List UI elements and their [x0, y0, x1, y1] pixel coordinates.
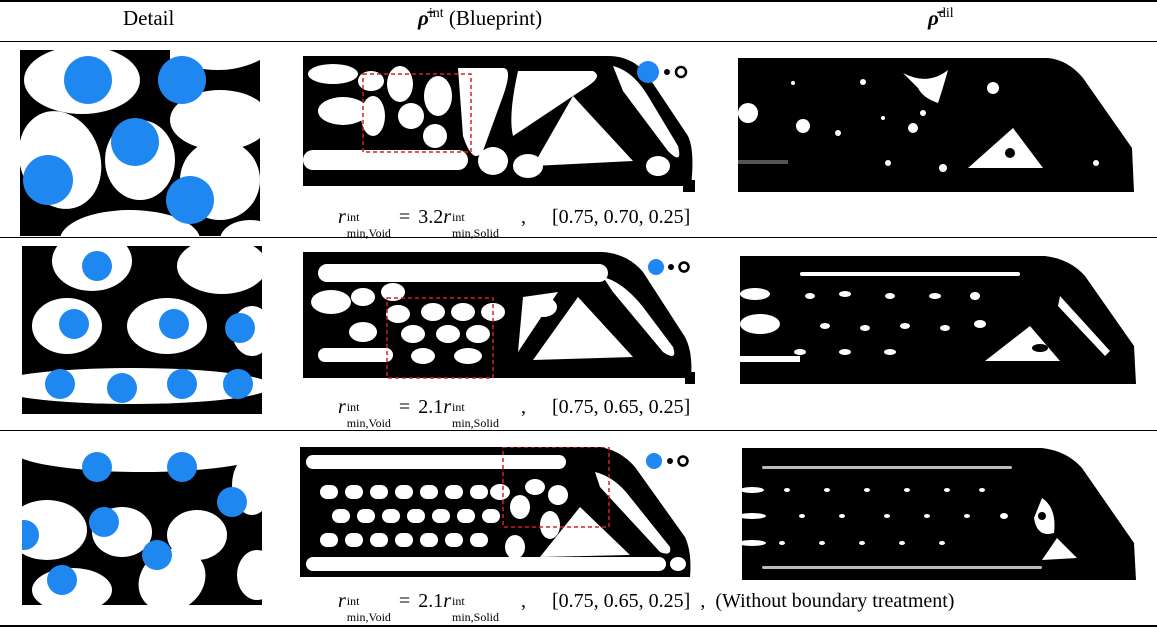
header-detail: Detail	[123, 6, 175, 30]
row-divider-2	[0, 430, 1157, 431]
rho-bar-symbol: ρ̄	[928, 6, 939, 30]
r-solid-scripts: int min,Solid	[452, 594, 500, 624]
ratio-factor: 3.2	[418, 206, 444, 228]
r-symbol: r	[338, 590, 346, 612]
dilated-panel-row3	[742, 448, 1136, 580]
blueprint-panel-row1	[303, 56, 695, 192]
caption-row2: r int min,Void = 2.1 r int min,Solid , [0.75,…	[338, 396, 691, 430]
header-rule	[0, 41, 1157, 42]
row-divider-1	[0, 237, 1157, 238]
equals-sign: =	[398, 396, 411, 418]
r-solid-scripts: int min,Solid	[452, 400, 500, 430]
header-blueprint-sup: int	[428, 6, 444, 21]
detail-panel-row1	[20, 50, 260, 236]
header-blueprint: ρ̄int (Blueprint)	[418, 6, 542, 31]
ratio-factor: 2.1	[418, 590, 444, 612]
boundary-note: (Without boundary treatment)	[715, 590, 955, 612]
separator-comma-2: ,	[700, 590, 706, 612]
equals-sign: =	[398, 590, 411, 612]
r-symbol: r	[443, 396, 451, 418]
dilated-panel-row2	[740, 256, 1136, 384]
ratio-factor: 2.1	[418, 396, 444, 418]
r-void-scripts: int min,Void	[346, 210, 391, 240]
header-blueprint-label: (Blueprint)	[448, 6, 543, 30]
r-void-scripts: int min,Void	[346, 400, 391, 430]
r-symbol: r	[338, 396, 346, 418]
parameter-triplet: [0.75, 0.70, 0.25]	[552, 206, 691, 228]
caption-row3: r int min,Void = 2.1 r int min,Solid , [0.75,…	[338, 590, 955, 624]
separator-comma: ,	[521, 396, 527, 418]
equals-sign: =	[398, 206, 411, 228]
blueprint-panel-row3	[300, 447, 691, 577]
detail-panel-row3	[22, 440, 262, 605]
detail-panel-row2	[22, 246, 262, 414]
separator-comma: ,	[521, 590, 527, 612]
r-solid-scripts: int min,Solid	[452, 210, 500, 240]
parameter-triplet: [0.75, 0.65, 0.25]	[552, 590, 691, 612]
r-symbol: r	[443, 590, 451, 612]
top-rule	[0, 0, 1157, 2]
header-dilated: ρ̄dil	[928, 6, 954, 31]
r-void-scripts: int min,Void	[346, 594, 391, 624]
r-symbol: r	[338, 206, 346, 228]
bottom-rule	[0, 625, 1157, 627]
parameter-triplet: [0.75, 0.65, 0.25]	[552, 396, 691, 418]
dilated-panel-row1	[738, 58, 1134, 192]
caption-row1: r int min,Void = 3.2 r int min,Solid , [0.75,…	[338, 206, 691, 240]
blueprint-panel-row2	[303, 252, 695, 384]
r-symbol: r	[443, 206, 451, 228]
rho-bar-symbol: ρ̄	[418, 6, 429, 30]
header-dilated-sup: dil	[938, 6, 954, 21]
separator-comma: ,	[521, 206, 527, 228]
